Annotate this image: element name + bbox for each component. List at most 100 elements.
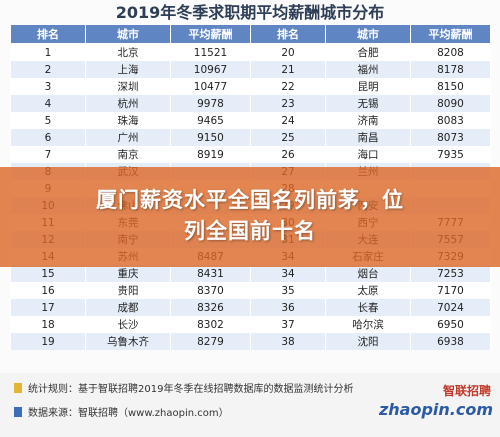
cell-city: 沈阳	[325, 333, 411, 350]
cell-rank: 16	[10, 282, 86, 299]
cell-rank: 34	[250, 265, 326, 282]
header-salary-left: 平均薪酬	[170, 24, 251, 44]
logo-cn-text: 智联招聘	[442, 384, 491, 398]
header-city-right: 城市	[325, 24, 411, 44]
cell-city: 福州	[325, 61, 411, 78]
data-source-text: 数据来源：智联招聘（www.zhaopin.com）	[28, 408, 229, 419]
cell-city: 杭州	[85, 95, 171, 112]
cell-city: 重庆	[85, 265, 171, 282]
cell-rank: 26	[250, 146, 326, 163]
headline-line-1: 厦门薪资水平全国名列前茅，位	[96, 188, 404, 212]
table-row: 15 重庆 8431 34 烟台 7253	[10, 265, 491, 282]
table-row: 19 乌鲁木齐 8279 38 沈阳 6938	[10, 333, 491, 350]
cell-rank: 21	[250, 61, 326, 78]
cell-city: 深圳	[85, 78, 171, 95]
header-city-left: 城市	[85, 24, 171, 44]
cell-salary: 8150	[410, 78, 491, 95]
cell-rank: 1	[10, 43, 86, 61]
cell-salary: 9465	[170, 112, 251, 129]
cell-city: 乌鲁木齐	[85, 333, 171, 350]
cell-salary: 8208	[410, 43, 491, 61]
cell-city: 成都	[85, 299, 171, 316]
cell-city: 贵阳	[85, 282, 171, 299]
data-source-note: 数据来源：智联招聘（www.zhaopin.com）	[14, 406, 229, 422]
bullet-square-icon	[14, 407, 22, 417]
cell-rank: 3	[10, 78, 86, 95]
cell-rank: 36	[250, 299, 326, 316]
cell-rank: 19	[10, 333, 86, 350]
cell-city: 海口	[325, 146, 411, 163]
cell-city: 济南	[325, 112, 411, 129]
table-row: 7 南京 8919 26 海口 7935	[10, 146, 491, 163]
cell-rank: 6	[10, 129, 86, 146]
cell-salary: 9150	[170, 129, 251, 146]
headline-line-2: 列全国前十名	[184, 219, 316, 243]
cell-rank: 37	[250, 316, 326, 333]
cell-rank: 18	[10, 316, 86, 333]
cell-city: 北京	[85, 43, 171, 61]
table-row: 1 北京 11521 20 合肥 8208	[10, 43, 491, 61]
cell-rank: 15	[10, 265, 86, 282]
logo-en-text: zhaopin.com	[378, 400, 493, 419]
cell-city: 哈尔滨	[325, 316, 411, 333]
table-row: 3 深圳 10477 22 昆明 8150	[10, 78, 491, 95]
cell-salary: 8083	[410, 112, 491, 129]
cell-rank: 35	[250, 282, 326, 299]
table-header-row: 排名 城市 平均薪酬 排名 城市 平均薪酬	[10, 24, 491, 44]
cell-rank: 5	[10, 112, 86, 129]
cell-city: 太原	[325, 282, 411, 299]
headline-banner	[0, 167, 500, 267]
table-row: 2 上海 10967 21 福州 8178	[10, 61, 491, 78]
cell-rank: 17	[10, 299, 86, 316]
cell-salary: 7024	[410, 299, 491, 316]
table-row: 6 广州 9150 25 南昌 8073	[10, 129, 491, 146]
cell-city: 南京	[85, 146, 171, 163]
table-row: 18 长沙 8302 37 哈尔滨 6950	[10, 316, 491, 333]
statistics-rule-text: 统计规则：基于智联招聘2019年冬季在线招聘数据库的数据监测统计分析	[28, 384, 354, 395]
cell-city: 无锡	[325, 95, 411, 112]
cell-salary: 11521	[170, 43, 251, 61]
cell-rank: 4	[10, 95, 86, 112]
page-title: 2019年冬季求职期平均薪酬城市分布	[115, 3, 385, 22]
cell-city: 南昌	[325, 129, 411, 146]
zhaopin-logo: 智联招聘 zhaopin.com	[379, 382, 495, 432]
cell-salary: 8090	[410, 95, 491, 112]
cell-rank: 22	[250, 78, 326, 95]
cell-city: 昆明	[325, 78, 411, 95]
bullet-square-icon	[14, 383, 22, 393]
cell-salary: 10967	[170, 61, 251, 78]
cell-rank: 2	[10, 61, 86, 78]
cell-rank: 38	[250, 333, 326, 350]
headline-text: 厦门薪资水平全国名列前茅，位 列全国前十名	[30, 185, 470, 247]
cell-salary: 8178	[410, 61, 491, 78]
cell-salary: 8370	[170, 282, 251, 299]
cell-salary: 8073	[410, 129, 491, 146]
cell-salary: 10477	[170, 78, 251, 95]
cell-salary: 7170	[410, 282, 491, 299]
cell-salary: 6938	[410, 333, 491, 350]
table-row: 17 成都 8326 36 长春 7024	[10, 299, 491, 316]
cell-salary: 9978	[170, 95, 251, 112]
header-rank-right: 排名	[250, 24, 326, 44]
table-row: 16 贵阳 8370 35 太原 7170	[10, 282, 491, 299]
cell-salary: 8919	[170, 146, 251, 163]
cell-city: 长春	[325, 299, 411, 316]
header-salary-right: 平均薪酬	[410, 24, 491, 44]
cell-rank: 23	[250, 95, 326, 112]
cell-salary: 8431	[170, 265, 251, 282]
cell-rank: 7	[10, 146, 86, 163]
cell-rank: 25	[250, 129, 326, 146]
statistics-rule-note: 统计规则：基于智联招聘2019年冬季在线招聘数据库的数据监测统计分析	[14, 382, 353, 398]
cell-city: 长沙	[85, 316, 171, 333]
cell-salary: 8326	[170, 299, 251, 316]
cell-salary: 6950	[410, 316, 491, 333]
cell-rank: 24	[250, 112, 326, 129]
cell-salary: 7935	[410, 146, 491, 163]
footer-notes: 统计规则：基于智联招聘2019年冬季在线招聘数据库的数据监测统计分析 数据来源：…	[0, 373, 500, 437]
header-rank-left: 排名	[10, 24, 86, 44]
cell-city: 广州	[85, 129, 171, 146]
cell-salary: 8279	[170, 333, 251, 350]
table-row: 5 珠海 9465 24 济南 8083	[10, 112, 491, 129]
cell-city: 珠海	[85, 112, 171, 129]
